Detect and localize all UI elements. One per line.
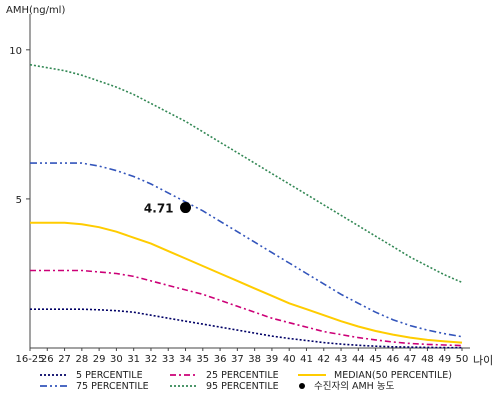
x-axis-title: 나이 [473,354,493,367]
legend-label: 수진자의 AMH 농도 [314,381,395,392]
x-tick-label: 49 [438,354,451,365]
legend-label: 95 PERCENTILE [206,381,279,392]
x-tick-label: 34 [179,354,192,365]
x-tick-label: 37 [231,354,244,365]
series-line [30,308,463,349]
y-tick-label: 10 [9,46,22,57]
x-tick-label: 29 [93,354,106,365]
x-tick-label: 27 [58,354,71,365]
x-tick-label: 31 [127,354,140,365]
x-tick-label: 32 [145,354,158,365]
legend-label: 75 PERCENTILE [76,381,149,392]
x-tick-label: 42 [317,354,330,365]
patient-marker-dot [180,202,192,214]
x-tick-label: 46 [387,354,400,365]
y-ticks: 5 10 [9,46,30,206]
legend-swatch [299,383,305,389]
x-tick-label: 30 [110,354,123,365]
y-tick-label: 5 [16,195,22,206]
series-line [30,162,463,338]
legend-label: 25 PERCENTILE [206,370,279,381]
x-tick-label: 28 [75,354,88,365]
series-line [29,63,463,284]
x-tick-label: 26 [41,354,54,365]
series-lines [29,63,463,349]
patient-marker: 4.71 [144,202,192,216]
x-tick-label: 33 [162,354,175,365]
x-tick-label: 47 [404,354,417,365]
x-tick-label: 36 [214,354,227,365]
x-tick-label: 35 [196,354,209,365]
legend-label: 5 PERCENTILE [76,370,143,381]
x-tick-label: 40 [283,354,296,365]
x-tick-label: 39 [266,354,279,365]
x-tick-label: 41 [300,354,313,365]
x-tick-label: 45 [369,354,382,365]
series-line [30,221,463,344]
x-tick-label: 43 [335,354,348,365]
legend: 5 PERCENTILE 25 PERCENTILE MEDIAN(50 PERCE… [40,370,452,392]
series-line [30,269,463,347]
patient-marker-label: 4.71 [144,202,174,216]
x-tick-label: 48 [421,354,434,365]
x-tick-label: 16-25 [15,354,44,365]
x-tick-label: 44 [352,354,365,365]
x-tick-label: 50 [456,354,469,365]
legend-label: MEDIAN(50 PERCENTILE) [334,370,452,381]
axes [29,14,470,349]
x-tick-label: 38 [248,354,261,365]
y-axis-title: AMH(ng/ml) [6,5,65,16]
